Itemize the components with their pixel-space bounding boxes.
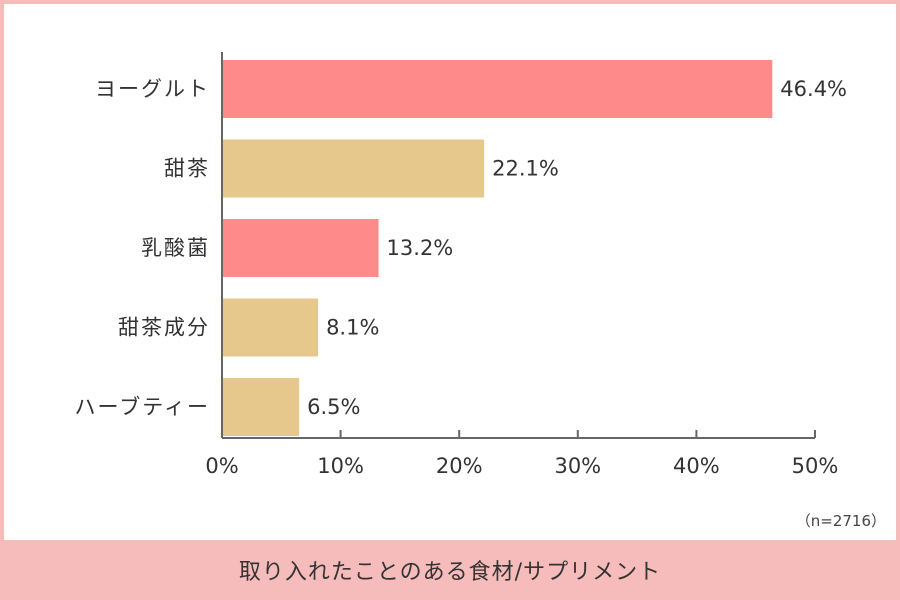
x-tick-label: 0%	[205, 454, 238, 478]
bar	[222, 60, 773, 118]
x-tick-label: 50%	[792, 454, 839, 478]
bar	[222, 219, 379, 277]
category-label: 乳酸菌	[141, 236, 210, 260]
chart-caption: 取り入れたことのある食材/サプリメント	[0, 540, 900, 600]
category-label: 甜茶成分	[118, 316, 210, 340]
category-label: 甜茶	[164, 157, 210, 181]
x-tick-label: 40%	[673, 454, 720, 478]
bar	[222, 298, 319, 357]
bar-chart: ヨーグルト 46.4% 甜茶 22.1% 乳酸菌 13.2% 甜茶成分 8.1% ハーブティー 6…	[75, 52, 847, 478]
x-tick-label: 20%	[436, 454, 483, 478]
category-label: ヨーグルト	[95, 77, 210, 101]
value-label: 8.1%	[326, 316, 379, 340]
value-label: 22.1%	[492, 157, 559, 181]
value-label: 46.4%	[780, 77, 847, 101]
bar	[222, 378, 300, 436]
bar	[222, 139, 485, 198]
x-tick-label: 30%	[554, 454, 601, 478]
sample-size-note: （n=2716）	[795, 512, 886, 530]
x-tick-label: 10%	[317, 454, 364, 478]
value-label: 6.5%	[307, 395, 360, 419]
category-label: ハーブティー	[75, 395, 210, 419]
value-label: 13.2%	[387, 236, 454, 260]
